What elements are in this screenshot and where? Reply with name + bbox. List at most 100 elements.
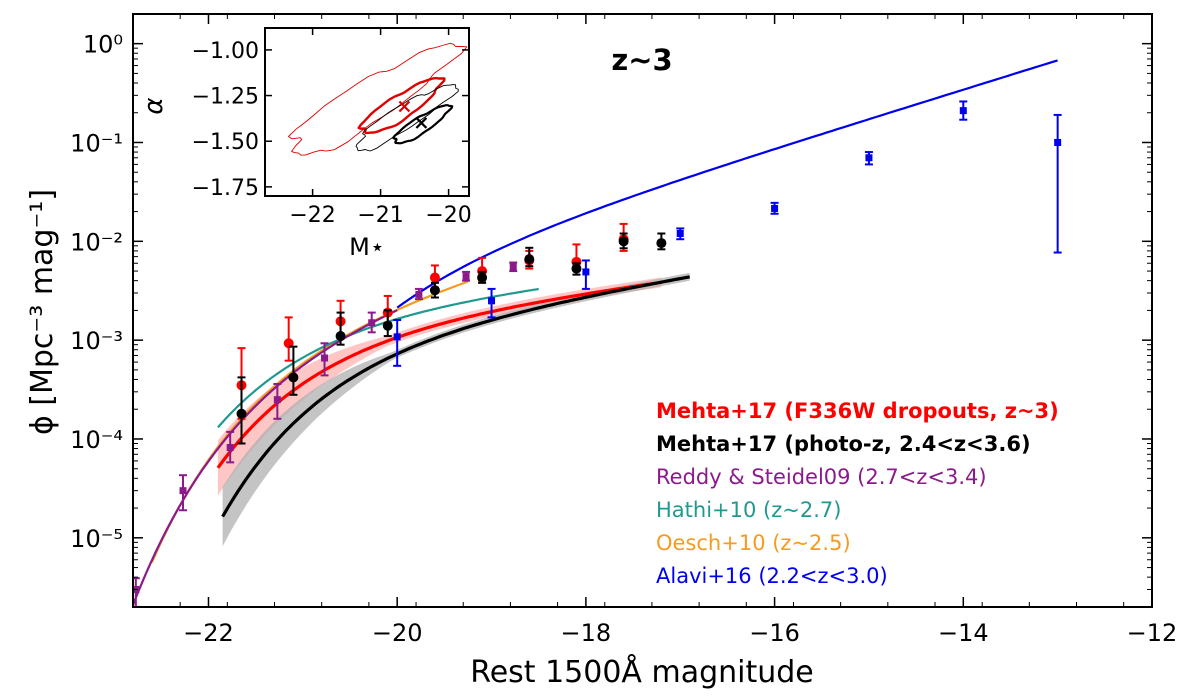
legend-entry: Mehta+17 (F336W dropouts, z~3) <box>656 399 1059 423</box>
point-marker <box>273 396 281 404</box>
point-marker <box>488 297 496 305</box>
data-point <box>367 311 376 334</box>
point-marker <box>1054 138 1062 146</box>
data-point <box>429 281 440 299</box>
fit-band-black <box>222 272 690 547</box>
inset-red-outer-contour <box>288 42 468 156</box>
inset-y-tick-label: −1.00 <box>192 39 259 64</box>
y-axis-label: ϕ [Mpc⁻³ mag⁻¹] <box>25 189 60 435</box>
data-point <box>335 311 346 346</box>
data-point <box>477 270 488 284</box>
inset-y-label: α <box>139 97 169 114</box>
point-marker <box>582 268 590 276</box>
inset-frame <box>265 28 469 196</box>
inset-x-tick-label: −21 <box>357 203 403 228</box>
data-point <box>581 259 590 290</box>
fit-curve-0 <box>216 280 662 469</box>
data-point <box>676 227 685 241</box>
point-marker <box>676 229 684 237</box>
point-marker <box>524 254 535 265</box>
data-point <box>487 287 496 319</box>
redshift-annotation: z~3 <box>611 43 672 77</box>
point-marker <box>179 487 187 495</box>
inset-x-label: M⋆ <box>349 233 385 261</box>
legend: Mehta+17 (F336W dropouts, z~3) Mehta+17 (… <box>656 399 1059 588</box>
data-point <box>618 232 629 250</box>
data-point <box>864 151 873 166</box>
x-tick-label: −22 <box>183 619 234 647</box>
point-marker <box>462 273 470 281</box>
inset-y-tick-label: −1.75 <box>192 176 259 201</box>
x-tick-label: −16 <box>749 619 800 647</box>
point-marker <box>429 272 440 283</box>
fit-curve-1 <box>221 275 691 518</box>
data-point <box>288 345 299 396</box>
inset-contours <box>288 42 468 156</box>
inset-black-outer-contour <box>355 84 459 152</box>
data-point <box>414 287 423 301</box>
legend-entry: Hathi+10 (z~2.7) <box>656 498 841 522</box>
plot-border <box>132 13 1153 608</box>
fit-curve-2 <box>133 309 398 606</box>
data-point <box>320 342 329 377</box>
point-marker <box>288 372 299 383</box>
data-point <box>462 270 471 282</box>
inset-y-tick-label: −1.25 <box>192 85 259 110</box>
inset-ticks: −22 −21 −20 −1.00 −1.25 −1.50 −1.75 <box>192 28 472 228</box>
point-marker <box>771 204 779 212</box>
legend-entry: Mehta+17 (photo-z, 2.4<z<3.6) <box>656 432 1031 456</box>
point-marker <box>393 333 401 341</box>
x-axis-label: Rest 1500Å magnitude <box>470 654 814 690</box>
legend-entry: Reddy & Steidel09 (2.7<z<3.4) <box>656 465 987 489</box>
inset-red-inner-contour <box>357 76 446 135</box>
y-tick-label: 10⁻⁴ <box>70 426 123 454</box>
x-tick-label: −20 <box>372 619 423 647</box>
y-tick-label: 10⁰ <box>83 31 123 59</box>
fit-band-red <box>217 277 662 496</box>
x-tick-label: −14 <box>938 619 989 647</box>
inset-red-best-fit-marker <box>398 100 411 113</box>
point-marker <box>236 408 247 419</box>
cross-stroke <box>398 100 411 113</box>
fit-curve-5 <box>396 59 1058 309</box>
point-marker <box>618 236 629 247</box>
inset-x-tick-label: −20 <box>425 203 471 228</box>
fit-uncertainty-bands <box>217 272 690 547</box>
point-marker <box>382 320 393 331</box>
data-point <box>509 261 518 273</box>
data-point <box>770 201 779 215</box>
point-marker <box>226 444 234 452</box>
data-point <box>382 309 393 338</box>
fit-curve-3 <box>217 287 539 429</box>
inset-black-inner-contour <box>392 104 454 145</box>
data-point <box>393 318 402 367</box>
point-marker <box>959 107 967 115</box>
x-tick-label: −12 <box>1127 619 1178 647</box>
y-tick-label: 10⁻³ <box>70 327 123 355</box>
y-tick-label: 10⁻¹ <box>70 129 123 157</box>
fit-curves <box>133 59 1058 606</box>
legend-entry: Oesch+10 (z~2.5) <box>656 531 851 555</box>
data-point <box>1053 113 1062 254</box>
point-marker <box>656 238 667 249</box>
data-point <box>524 246 535 268</box>
point-marker <box>335 331 346 342</box>
point-marker <box>509 263 517 271</box>
data-points <box>133 100 1062 607</box>
data-point <box>656 232 667 251</box>
y-tick-label: 10⁻⁵ <box>70 525 123 553</box>
legend-entry: Alavi+16 (2.2<z<3.0) <box>656 564 888 588</box>
x-axis-ticks: −22 −20 −18 −16 −14 −12 <box>132 14 1178 647</box>
point-marker <box>368 319 376 327</box>
y-tick-label: 10⁻² <box>70 228 123 256</box>
inset-x-tick-label: −22 <box>289 203 335 228</box>
data-point <box>959 100 968 121</box>
point-marker <box>571 263 582 274</box>
inset-panel: −22 −21 −20 −1.00 −1.25 −1.50 −1.75 M⋆ α <box>139 27 472 261</box>
point-marker <box>477 272 488 283</box>
point-marker <box>321 354 329 362</box>
inset-y-tick-label: −1.50 <box>192 130 259 155</box>
inset-border <box>264 27 470 197</box>
data-point <box>226 430 235 464</box>
x-tick-label: −18 <box>561 619 612 647</box>
